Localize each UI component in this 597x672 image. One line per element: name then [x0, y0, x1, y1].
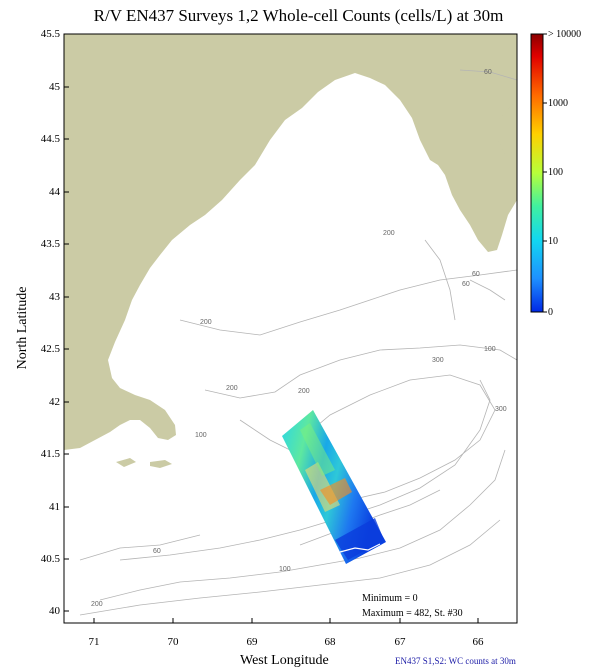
land-mass [64, 34, 517, 450]
contour-label: 200 [200, 319, 212, 326]
contour-label: 200 [91, 601, 103, 608]
y-tick-label: 41 [49, 501, 60, 513]
colorbar [530, 33, 544, 313]
contour-label: 60 [462, 281, 470, 288]
y-tick-label: 44 [49, 186, 60, 198]
contour-label: 100 [195, 432, 207, 439]
y-tick-label: 41.5 [40, 448, 60, 460]
y-tick-label: 45.5 [40, 28, 60, 40]
x-tick-label: 71 [88, 636, 100, 648]
x-tick-label: 70 [167, 636, 179, 648]
contour-label: 60 [472, 271, 480, 278]
island-nova-scotia-tip [498, 100, 517, 155]
y-tick-label: 40 [49, 605, 60, 617]
contour-label: 300 [432, 357, 444, 364]
y-tick-label: 42 [49, 396, 60, 408]
maximum-stat: Maximum = 482, St. #30 [362, 608, 463, 619]
contour-label: 300 [495, 406, 507, 413]
minimum-stat: Minimum = 0 [362, 593, 418, 604]
x-tick-label: 67 [394, 636, 406, 648]
y-axis-label: North Latitude [15, 286, 30, 370]
contour-label: 200 [383, 230, 395, 237]
contour-label: 100 [484, 346, 496, 353]
y-tick-label: 43 [49, 291, 60, 303]
contour-label: 60 [484, 69, 492, 76]
y-tick-label: 40.5 [40, 553, 60, 565]
y-tick-label: 45 [49, 81, 60, 93]
x-tick-label: 69 [246, 636, 258, 648]
contour-label: 100 [279, 566, 291, 573]
survey-data-strip [282, 410, 386, 564]
map-title: R/V EN437 Surveys 1,2 Whole-cell Counts … [93, 6, 504, 25]
y-tick-label: 43.5 [40, 238, 60, 250]
island-nantucket [150, 460, 172, 468]
footer-caption: EN437 S1,S2: WC counts at 30m [395, 656, 516, 666]
x-tick-label: 68 [324, 636, 336, 648]
x-tick-label: 66 [472, 636, 484, 648]
colorbar-label: 1000 [548, 98, 568, 109]
colorbar-label: 100 [548, 167, 563, 178]
y-tick-label: 44.5 [40, 133, 60, 145]
contour-label: 200 [226, 385, 238, 392]
colorbar-label: > 10000 [548, 29, 582, 40]
colorbar-label: 0 [548, 307, 553, 318]
colorbar-label: 10 [548, 236, 558, 247]
plot-frame [63, 33, 518, 624]
x-axis-label: West Longitude [240, 653, 329, 668]
contour-label: 200 [298, 388, 310, 395]
contour-label: 60 [153, 548, 161, 555]
island-marthas-vineyard [116, 458, 136, 467]
y-tick-label: 42.5 [40, 343, 60, 355]
